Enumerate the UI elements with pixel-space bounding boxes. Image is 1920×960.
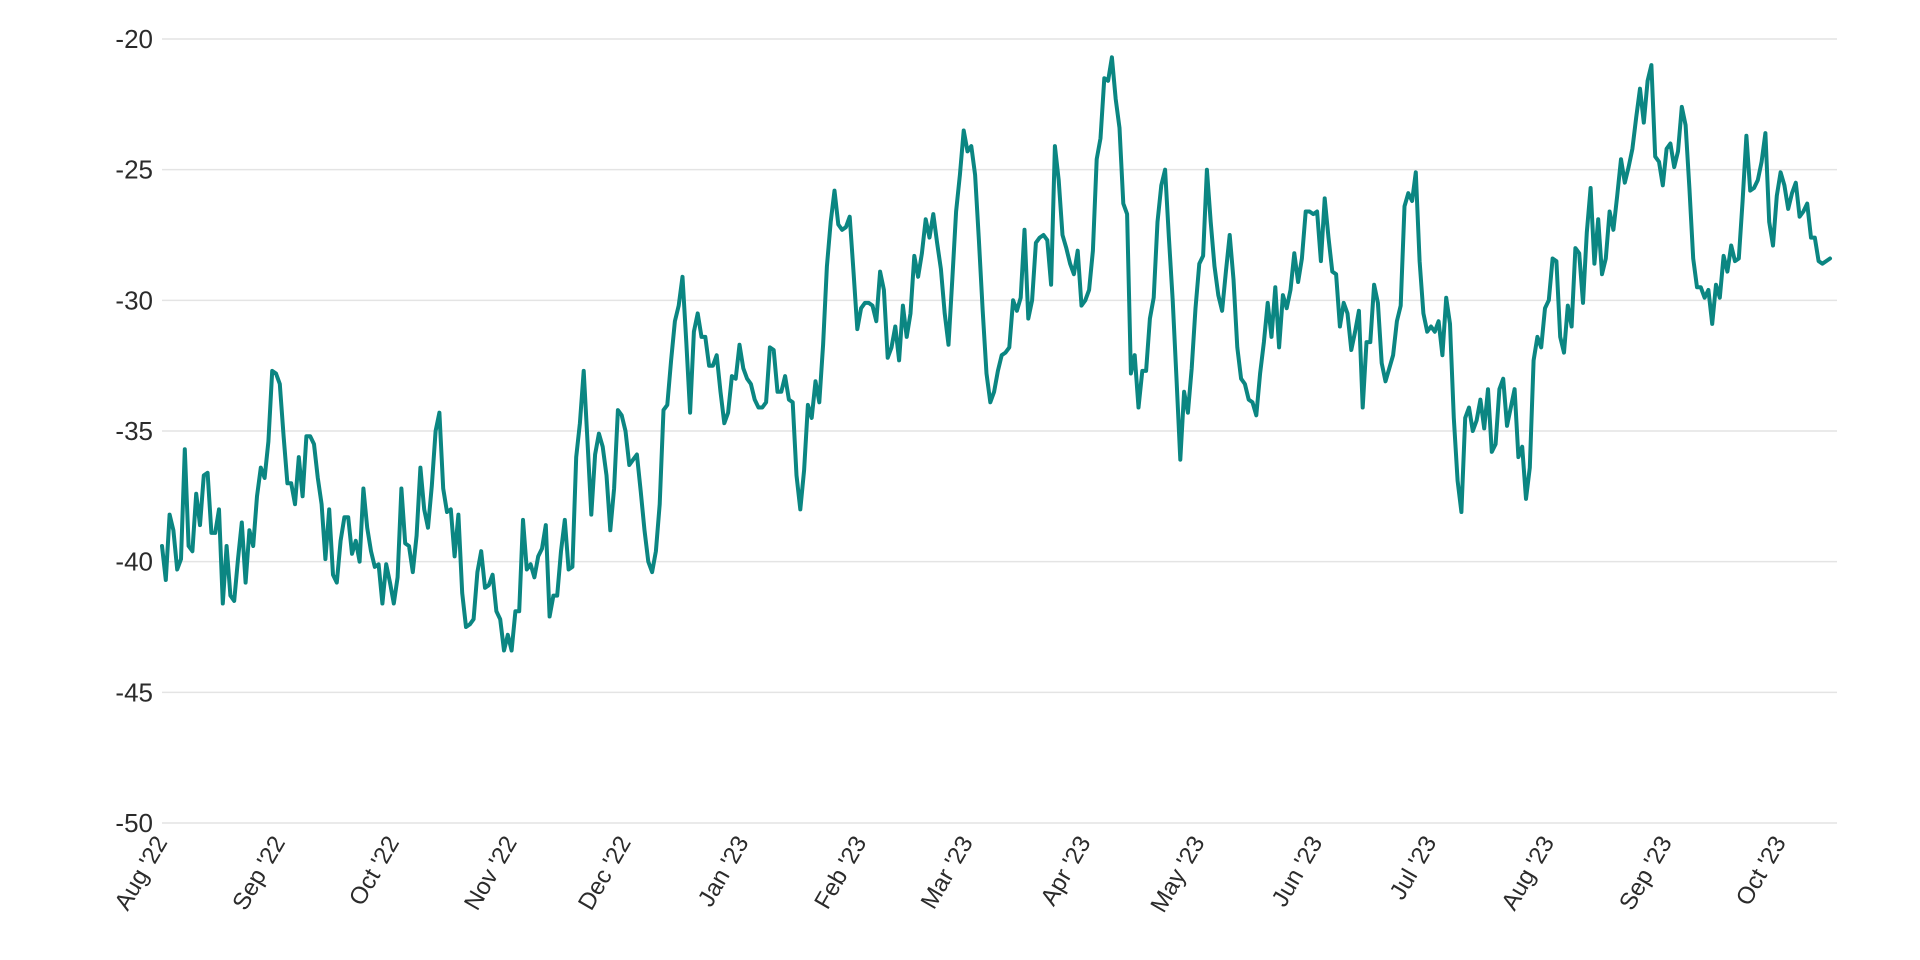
y-tick-label: -35	[115, 416, 153, 446]
x-axis: Aug '22 Sep '22 Oct '22 Nov '22 Dec '22 Jan '…	[109, 832, 1791, 918]
y-tick-label: -20	[115, 24, 153, 54]
x-tick-label: Dec '22	[573, 832, 637, 915]
series-line	[160, 55, 1832, 653]
x-tick-label: Jun '23	[1267, 832, 1329, 912]
x-tick-label: Apr '23	[1035, 832, 1096, 911]
x-tick-label: Jan '23	[693, 832, 755, 912]
x-tick-label: Oct '23	[1731, 832, 1792, 911]
x-tick-label: Mar '23	[916, 832, 979, 914]
plot-area	[160, 55, 1832, 653]
x-tick-label: Aug '22	[109, 832, 173, 915]
x-tick-label: May '23	[1145, 832, 1210, 918]
x-tick-label: Aug '23	[1496, 832, 1560, 915]
y-tick-label: -45	[115, 677, 153, 707]
x-tick-label: Feb '23	[809, 832, 872, 914]
x-tick-label: Oct '22	[344, 832, 405, 911]
y-tick-label: -50	[115, 808, 153, 838]
x-tick-label: Sep '22	[227, 832, 291, 915]
y-tick-label: -25	[115, 155, 153, 185]
y-axis: -20 -25 -30 -35 -40 -45 -50	[115, 24, 153, 838]
x-tick-label: Jul '23	[1385, 832, 1443, 905]
x-tick-label: Sep '23	[1614, 832, 1678, 915]
y-tick-label: -40	[115, 547, 153, 577]
x-tick-label: Nov '22	[459, 832, 523, 915]
y-tick-label: -30	[115, 285, 153, 315]
gridlines	[162, 38, 1837, 824]
